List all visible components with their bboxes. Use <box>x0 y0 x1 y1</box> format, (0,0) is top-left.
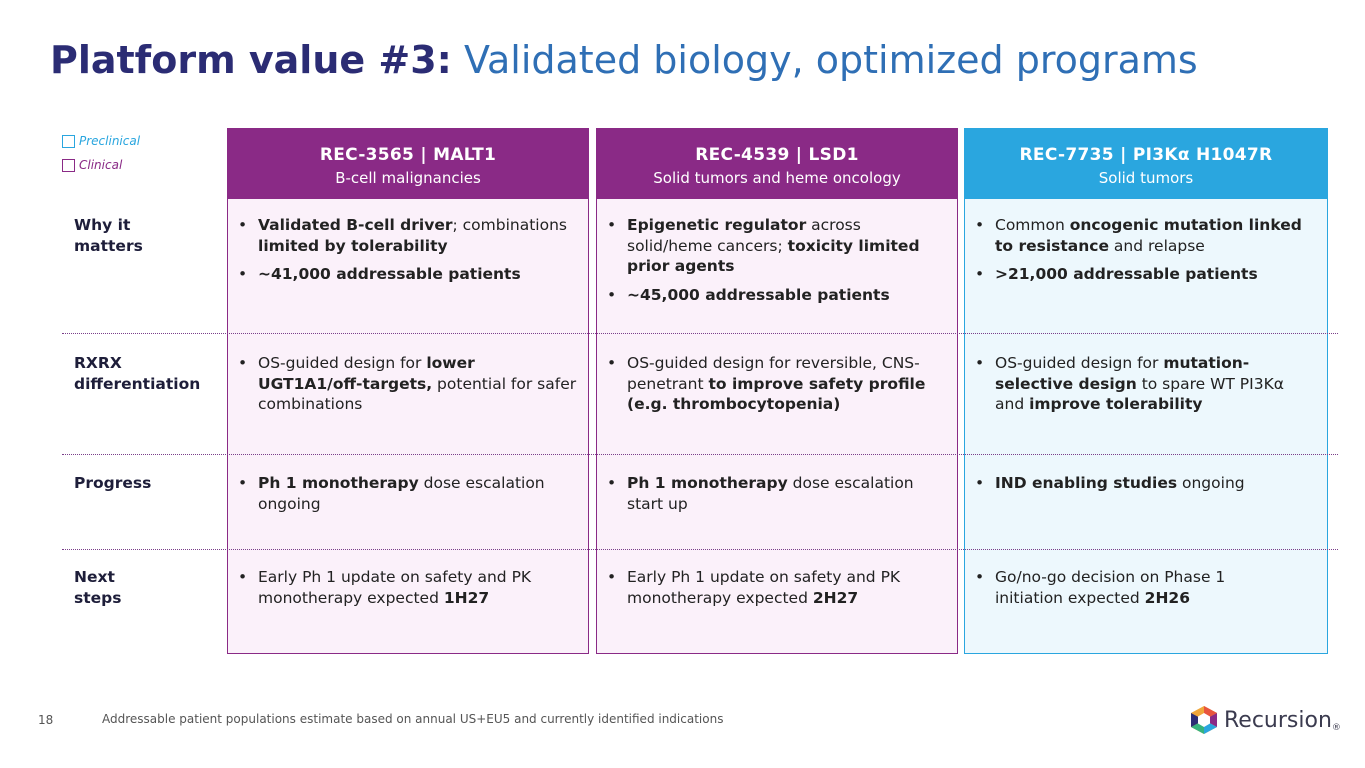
page-title: Platform value #3: Validated biology, op… <box>50 38 1198 82</box>
program-name: REC-3565 | MALT1 <box>319 145 497 165</box>
bullet-item: IND enabling studies ongoing <box>965 473 1320 494</box>
cell-why-rec-7735: Common oncogenic mutation linked to resi… <box>965 215 1323 293</box>
cell-next-rec-7735: Go/no-go decision on Phase 1 initiation … <box>965 567 1275 616</box>
cell-progress-rec-3565: Ph 1 monotherapy dose escalation ongoing <box>228 473 583 522</box>
footnote: Addressable patient populations estimate… <box>102 712 724 726</box>
bullet-list: IND enabling studies ongoing <box>965 473 1320 494</box>
bullet-list: Ph 1 monotherapy dose escalation start u… <box>597 473 952 514</box>
cell-next-rec-3565: Early Ph 1 update on safety and PK monot… <box>228 567 578 616</box>
bullet-list: OS-guided design for mutation-selective … <box>965 353 1305 415</box>
row-label-rxrx-differentiation: RXRX differentiation <box>74 354 201 393</box>
bullet-list: Validated B-cell driver; combinations li… <box>228 215 588 285</box>
program-indication: Solid tumors <box>1098 169 1194 187</box>
cell-why-rec-3565: Validated B-cell driver; combinations li… <box>228 215 588 293</box>
cell-rxrx-rec-3565: OS-guided design for lower UGT1A1/off-ta… <box>228 353 578 423</box>
recursion-hexagon-icon <box>1191 706 1217 734</box>
cell-rxrx-rec-4539: OS-guided design for reversible, CNS-pen… <box>597 353 942 423</box>
legend-preclinical-label: Preclinical <box>79 134 141 148</box>
program-header: REC-7735 | PI3Kα H1047R Solid tumors <box>965 129 1327 199</box>
bullet-item: Early Ph 1 update on safety and PK monot… <box>228 567 578 608</box>
preclinical-swatch <box>62 134 75 148</box>
bullet-item: Validated B-cell driver; combinations li… <box>228 215 588 256</box>
bullet-list: Common oncogenic mutation linked to resi… <box>965 215 1323 285</box>
logo-wordmark: Recursion® <box>1224 707 1341 733</box>
recursion-logo: Recursion® <box>1190 705 1341 735</box>
program-name: REC-4539 | LSD1 <box>695 145 859 165</box>
legend: Preclinical Clinical <box>62 129 140 177</box>
row-divider <box>62 549 1338 550</box>
bullet-list: Ph 1 monotherapy dose escalation ongoing <box>228 473 583 514</box>
program-name: REC-7735 | PI3Kα H1047R <box>1019 145 1273 165</box>
bullet-item: Ph 1 monotherapy dose escalation ongoing <box>228 473 583 514</box>
cell-progress-rec-4539: Ph 1 monotherapy dose escalation start u… <box>597 473 952 522</box>
bullet-list: Early Ph 1 update on safety and PK monot… <box>597 567 947 608</box>
bullet-list: Early Ph 1 update on safety and PK monot… <box>228 567 578 608</box>
bullet-item: ~45,000 addressable patients <box>597 285 937 306</box>
legend-preclinical: Preclinical <box>62 129 140 153</box>
bullet-item: Epigenetic regulator across solid/heme c… <box>597 215 937 277</box>
row-label-next-steps: Next steps <box>74 568 122 607</box>
bullet-item: OS-guided design for lower UGT1A1/off-ta… <box>228 353 578 415</box>
bullet-list: Epigenetic regulator across solid/heme c… <box>597 215 937 305</box>
row-label-why-it-matters: Why it matters <box>74 216 143 255</box>
bullet-list: OS-guided design for reversible, CNS-pen… <box>597 353 942 415</box>
legend-clinical-label: Clinical <box>79 158 123 172</box>
clinical-swatch <box>62 158 75 172</box>
row-divider <box>62 333 1338 334</box>
bullet-item: Go/no-go decision on Phase 1 initiation … <box>965 567 1275 608</box>
title-rest: Validated biology, optimized programs <box>463 38 1198 82</box>
row-divider <box>62 454 1338 455</box>
legend-clinical: Clinical <box>62 153 140 177</box>
program-indication: Solid tumors and heme oncology <box>653 169 901 187</box>
cell-rxrx-rec-7735: OS-guided design for mutation-selective … <box>965 353 1305 423</box>
program-header: REC-3565 | MALT1 B-cell malignancies <box>228 129 588 199</box>
program-header: REC-4539 | LSD1 Solid tumors and heme on… <box>597 129 957 199</box>
page-number: 18 <box>38 713 54 727</box>
program-indication: B-cell malignancies <box>335 169 481 187</box>
bullet-item: ~41,000 addressable patients <box>228 264 588 285</box>
bullet-item: OS-guided design for reversible, CNS-pen… <box>597 353 942 415</box>
bullet-item: >21,000 addressable patients <box>965 264 1323 285</box>
cell-progress-rec-7735: IND enabling studies ongoing <box>965 473 1320 502</box>
bullet-list: Go/no-go decision on Phase 1 initiation … <box>965 567 1275 608</box>
row-label-progress: Progress <box>74 474 152 492</box>
bullet-list: OS-guided design for lower UGT1A1/off-ta… <box>228 353 578 415</box>
bullet-item: Common oncogenic mutation linked to resi… <box>965 215 1323 256</box>
cell-next-rec-4539: Early Ph 1 update on safety and PK monot… <box>597 567 947 616</box>
bullet-item: Ph 1 monotherapy dose escalation start u… <box>597 473 952 514</box>
title-lead: Platform value #3: <box>50 38 452 82</box>
bullet-item: OS-guided design for mutation-selective … <box>965 353 1305 415</box>
bullet-item: Early Ph 1 update on safety and PK monot… <box>597 567 947 608</box>
cell-why-rec-4539: Epigenetic regulator across solid/heme c… <box>597 215 937 313</box>
